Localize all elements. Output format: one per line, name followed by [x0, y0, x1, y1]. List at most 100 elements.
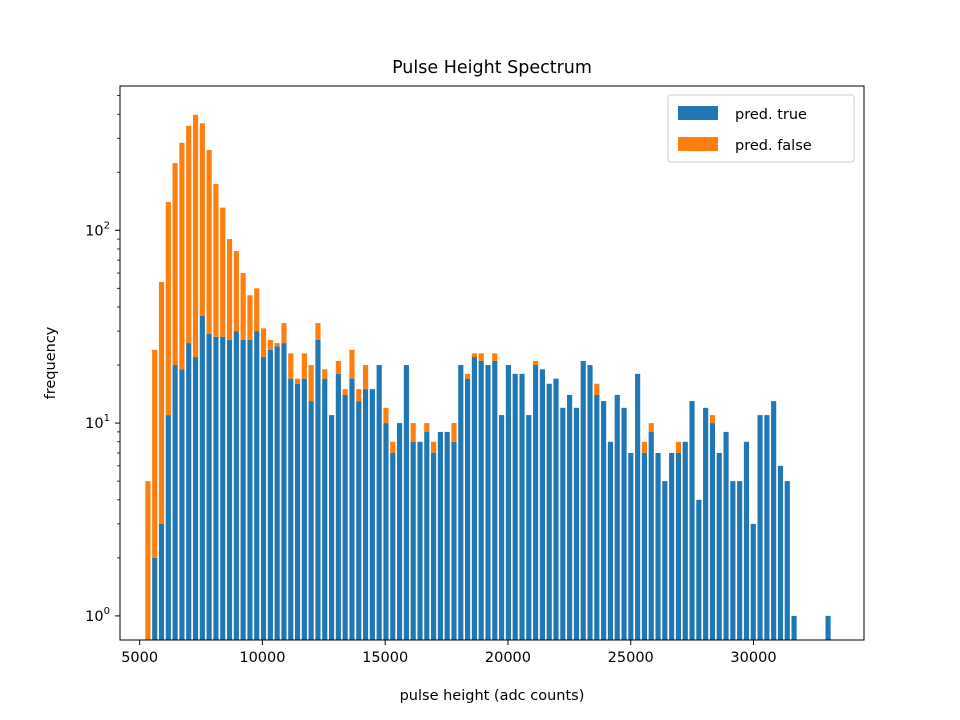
- bar-pred-true: [526, 415, 532, 640]
- bar-pred-false: [478, 353, 484, 361]
- bar-pred-true: [737, 481, 743, 640]
- bar-pred-true: [322, 378, 328, 640]
- bar-pred-false: [233, 251, 239, 332]
- bar-pred-true: [784, 481, 790, 640]
- x-tick-label: 30000: [730, 650, 776, 666]
- legend-label-pred-false: pred. false: [735, 138, 812, 154]
- bar-pred-false: [322, 369, 328, 379]
- bar-pred-true: [533, 365, 539, 640]
- bar-pred-true: [505, 365, 511, 640]
- bar-pred-true: [519, 373, 525, 640]
- bar-pred-false: [281, 323, 287, 344]
- bar-pred-false: [186, 125, 192, 344]
- bar-pred-false: [356, 389, 362, 402]
- bar-pred-true: [335, 373, 341, 640]
- bar-pred-false: [362, 365, 369, 390]
- bar-pred-true: [689, 401, 695, 640]
- bar-pred-true: [192, 357, 199, 640]
- bar-pred-true: [390, 452, 396, 640]
- bar-pred-true: [580, 360, 586, 640]
- bar-pred-false: [451, 423, 457, 442]
- bar-pred-true: [396, 423, 403, 640]
- x-tick-label: 25000: [608, 650, 654, 666]
- bar-pred-false: [342, 389, 348, 395]
- bar-pred-true: [186, 343, 192, 640]
- bar-pred-true: [349, 378, 355, 640]
- bar-pred-true: [342, 394, 348, 640]
- legend-label-pred-true: pred. true: [735, 107, 807, 123]
- bar-pred-true: [240, 339, 246, 640]
- bar-pred-false: [158, 281, 165, 524]
- bar-pred-true: [716, 452, 722, 640]
- bar-pred-true: [621, 407, 627, 640]
- bar-pred-true: [499, 415, 505, 640]
- bar-pred-true: [825, 615, 831, 640]
- bar-pred-false: [335, 360, 341, 374]
- legend-swatch-pred-true: [678, 106, 718, 120]
- bar-pred-true: [315, 339, 321, 640]
- bar-pred-false: [594, 383, 600, 395]
- bar-pred-true: [294, 383, 301, 640]
- bar-pred-true: [539, 369, 545, 640]
- plot-frame: [119, 85, 865, 641]
- bar-pred-true: [641, 452, 648, 640]
- y-axis-label: frequency: [43, 326, 59, 399]
- bar-pred-true: [437, 431, 443, 640]
- bar-pred-true: [675, 452, 682, 640]
- bar-pred-true: [587, 365, 593, 640]
- bar-pred-true: [274, 346, 280, 640]
- bar-pred-true: [247, 339, 253, 640]
- ticks-layer: 5000 10000 15000 20000 25000 30000 100 101 102: [85, 95, 777, 666]
- bar-pred-false: [288, 353, 294, 379]
- bar-pred-false: [260, 328, 267, 358]
- bar-pred-false: [165, 202, 171, 416]
- bar-pred-false: [220, 207, 226, 337]
- bar-pred-true: [233, 331, 239, 640]
- bar-pred-true: [172, 365, 178, 640]
- bar-pred-true: [607, 441, 614, 640]
- bar-pred-false: [172, 163, 178, 366]
- bar-pred-false: [247, 295, 253, 340]
- bar-pred-true: [730, 481, 736, 640]
- bar-pred-true: [328, 415, 335, 640]
- bar-pred-true: [431, 452, 437, 640]
- x-tick-label: 20000: [485, 650, 531, 666]
- bar-pred-true: [301, 378, 307, 640]
- bar-pred-true: [662, 481, 668, 640]
- bar-pred-false: [301, 353, 307, 379]
- bar-pred-true: [199, 315, 205, 640]
- bar-pred-true: [757, 415, 763, 640]
- bar-pred-true: [669, 452, 675, 640]
- bar-pred-false: [390, 441, 396, 453]
- bar-pred-true: [750, 523, 756, 640]
- bar-pred-true: [655, 452, 661, 640]
- bar-pred-false: [383, 407, 389, 424]
- bar-pred-true: [635, 373, 641, 640]
- bar-pred-true: [682, 441, 688, 640]
- bar-pred-true: [492, 360, 498, 640]
- bar-pred-true: [152, 557, 158, 640]
- bar-pred-true: [444, 431, 450, 640]
- bar-pred-false: [274, 343, 280, 347]
- bar-pred-true: [709, 423, 716, 640]
- bar-pred-true: [743, 441, 750, 640]
- bar-pred-true: [254, 331, 260, 640]
- bar-pred-true: [703, 407, 709, 640]
- bar-pred-false: [424, 423, 430, 432]
- bar-pred-false: [240, 273, 246, 340]
- bar-pred-false: [254, 288, 260, 332]
- bar-pred-true: [206, 333, 212, 640]
- bar-pred-true: [369, 389, 375, 640]
- bar-pred-true: [553, 378, 559, 640]
- bar-pred-false: [145, 481, 151, 640]
- bar-pred-false: [294, 378, 301, 384]
- x-tick-label: 10000: [239, 650, 285, 666]
- bar-pred-false: [465, 373, 471, 379]
- bar-pred-false: [431, 441, 437, 453]
- bar-pred-true: [220, 336, 226, 640]
- bar-pred-false: [226, 239, 233, 340]
- bar-pred-true: [165, 415, 171, 640]
- x-tick-label: 15000: [362, 650, 408, 666]
- bar-pred-false: [206, 149, 212, 334]
